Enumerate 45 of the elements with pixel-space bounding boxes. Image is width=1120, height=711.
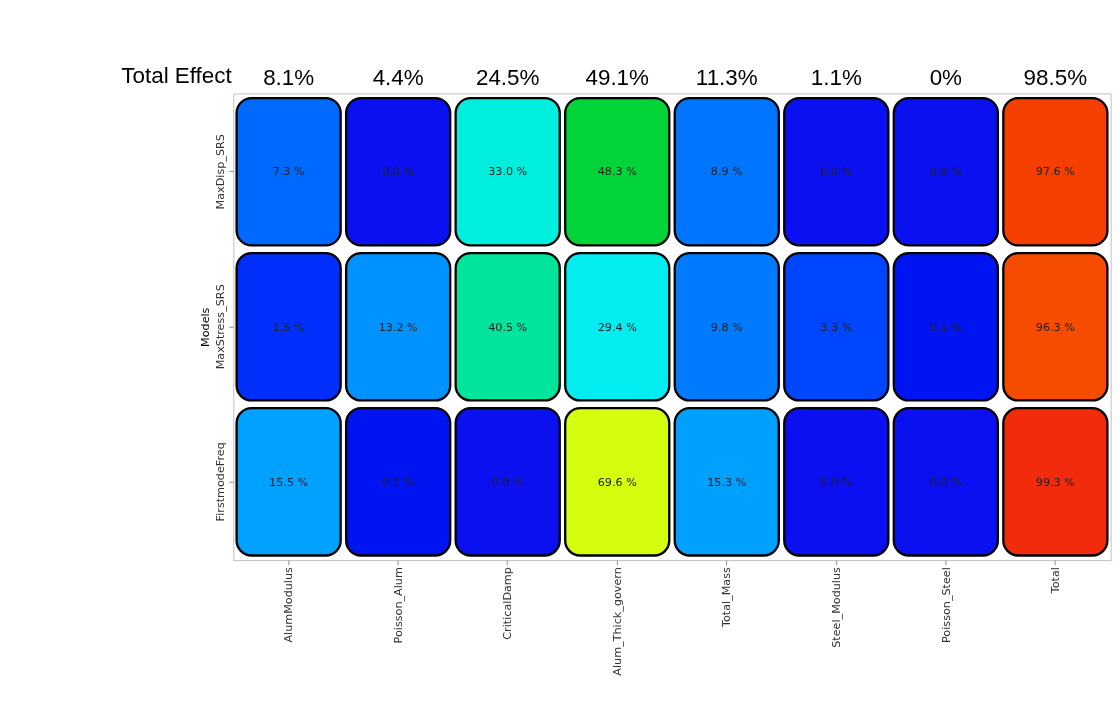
data-label: 96.3 % — [1035, 320, 1076, 334]
data-label: 0.0 % — [382, 165, 415, 179]
data-label: 15.5 % — [269, 475, 309, 489]
data-label: 99.3 % — [1035, 475, 1076, 489]
text: 49.1% — [585, 65, 650, 91]
data-label: 40.5 % — [488, 320, 528, 334]
data-label: 13.2 % — [378, 320, 419, 334]
data-label: 0.0 % — [820, 475, 853, 489]
data-label: 7.3 % — [272, 165, 305, 179]
x-tick-label: Poisson_Alum — [391, 567, 405, 644]
data-label: 0.0 % — [929, 475, 963, 489]
data-label: 15.3 % — [707, 475, 747, 489]
data-label: 48.3 % — [597, 165, 638, 179]
text: 24.5% — [475, 65, 540, 91]
text: Total Effect — [121, 63, 233, 89]
y-tick-label: FirstmodeFreq — [214, 442, 228, 522]
x-tick-label: CriticalDamp — [501, 567, 515, 640]
x-tick-label: Steel_Modulus — [830, 566, 844, 648]
data-label: 9.8 % — [710, 320, 744, 334]
x-tick-label: AlumModulus — [282, 566, 296, 643]
data-label: 97.6 % — [1035, 165, 1076, 179]
x-tick-label: Poisson_Steel — [939, 567, 953, 643]
data-label: 0.0 % — [491, 475, 525, 489]
y-axis-title: Models — [198, 307, 212, 347]
y-tick-label: MaxDisp_SRS — [214, 134, 228, 210]
data-label: 29.4 % — [597, 320, 638, 334]
data-label: 0.1 % — [382, 475, 415, 489]
data-label: 3.3 % — [820, 320, 853, 334]
data-label: 69.6 % — [597, 475, 638, 489]
text: 98.5% — [1023, 65, 1088, 91]
data-label: 33.0 % — [488, 165, 528, 179]
x-tick-label: Alum_Thick_govern — [610, 567, 624, 676]
data-label: 8.9 % — [710, 165, 744, 179]
data-label: 0.0 % — [929, 165, 963, 179]
text: 4.4% — [372, 65, 424, 91]
text: 8.1% — [263, 65, 315, 91]
text: 11.3% — [695, 65, 758, 91]
data-label: 0.1 % — [929, 320, 963, 334]
y-tick-label: MaxStress_SRS — [214, 284, 228, 370]
x-tick-label: Total_Mass — [720, 566, 734, 629]
x-tick-label: Total — [1049, 567, 1063, 595]
text: 0% — [929, 65, 963, 91]
data-label: 0.0 % — [820, 165, 853, 179]
data-label: 1.5 % — [272, 320, 305, 334]
text: 1.1% — [810, 65, 862, 91]
